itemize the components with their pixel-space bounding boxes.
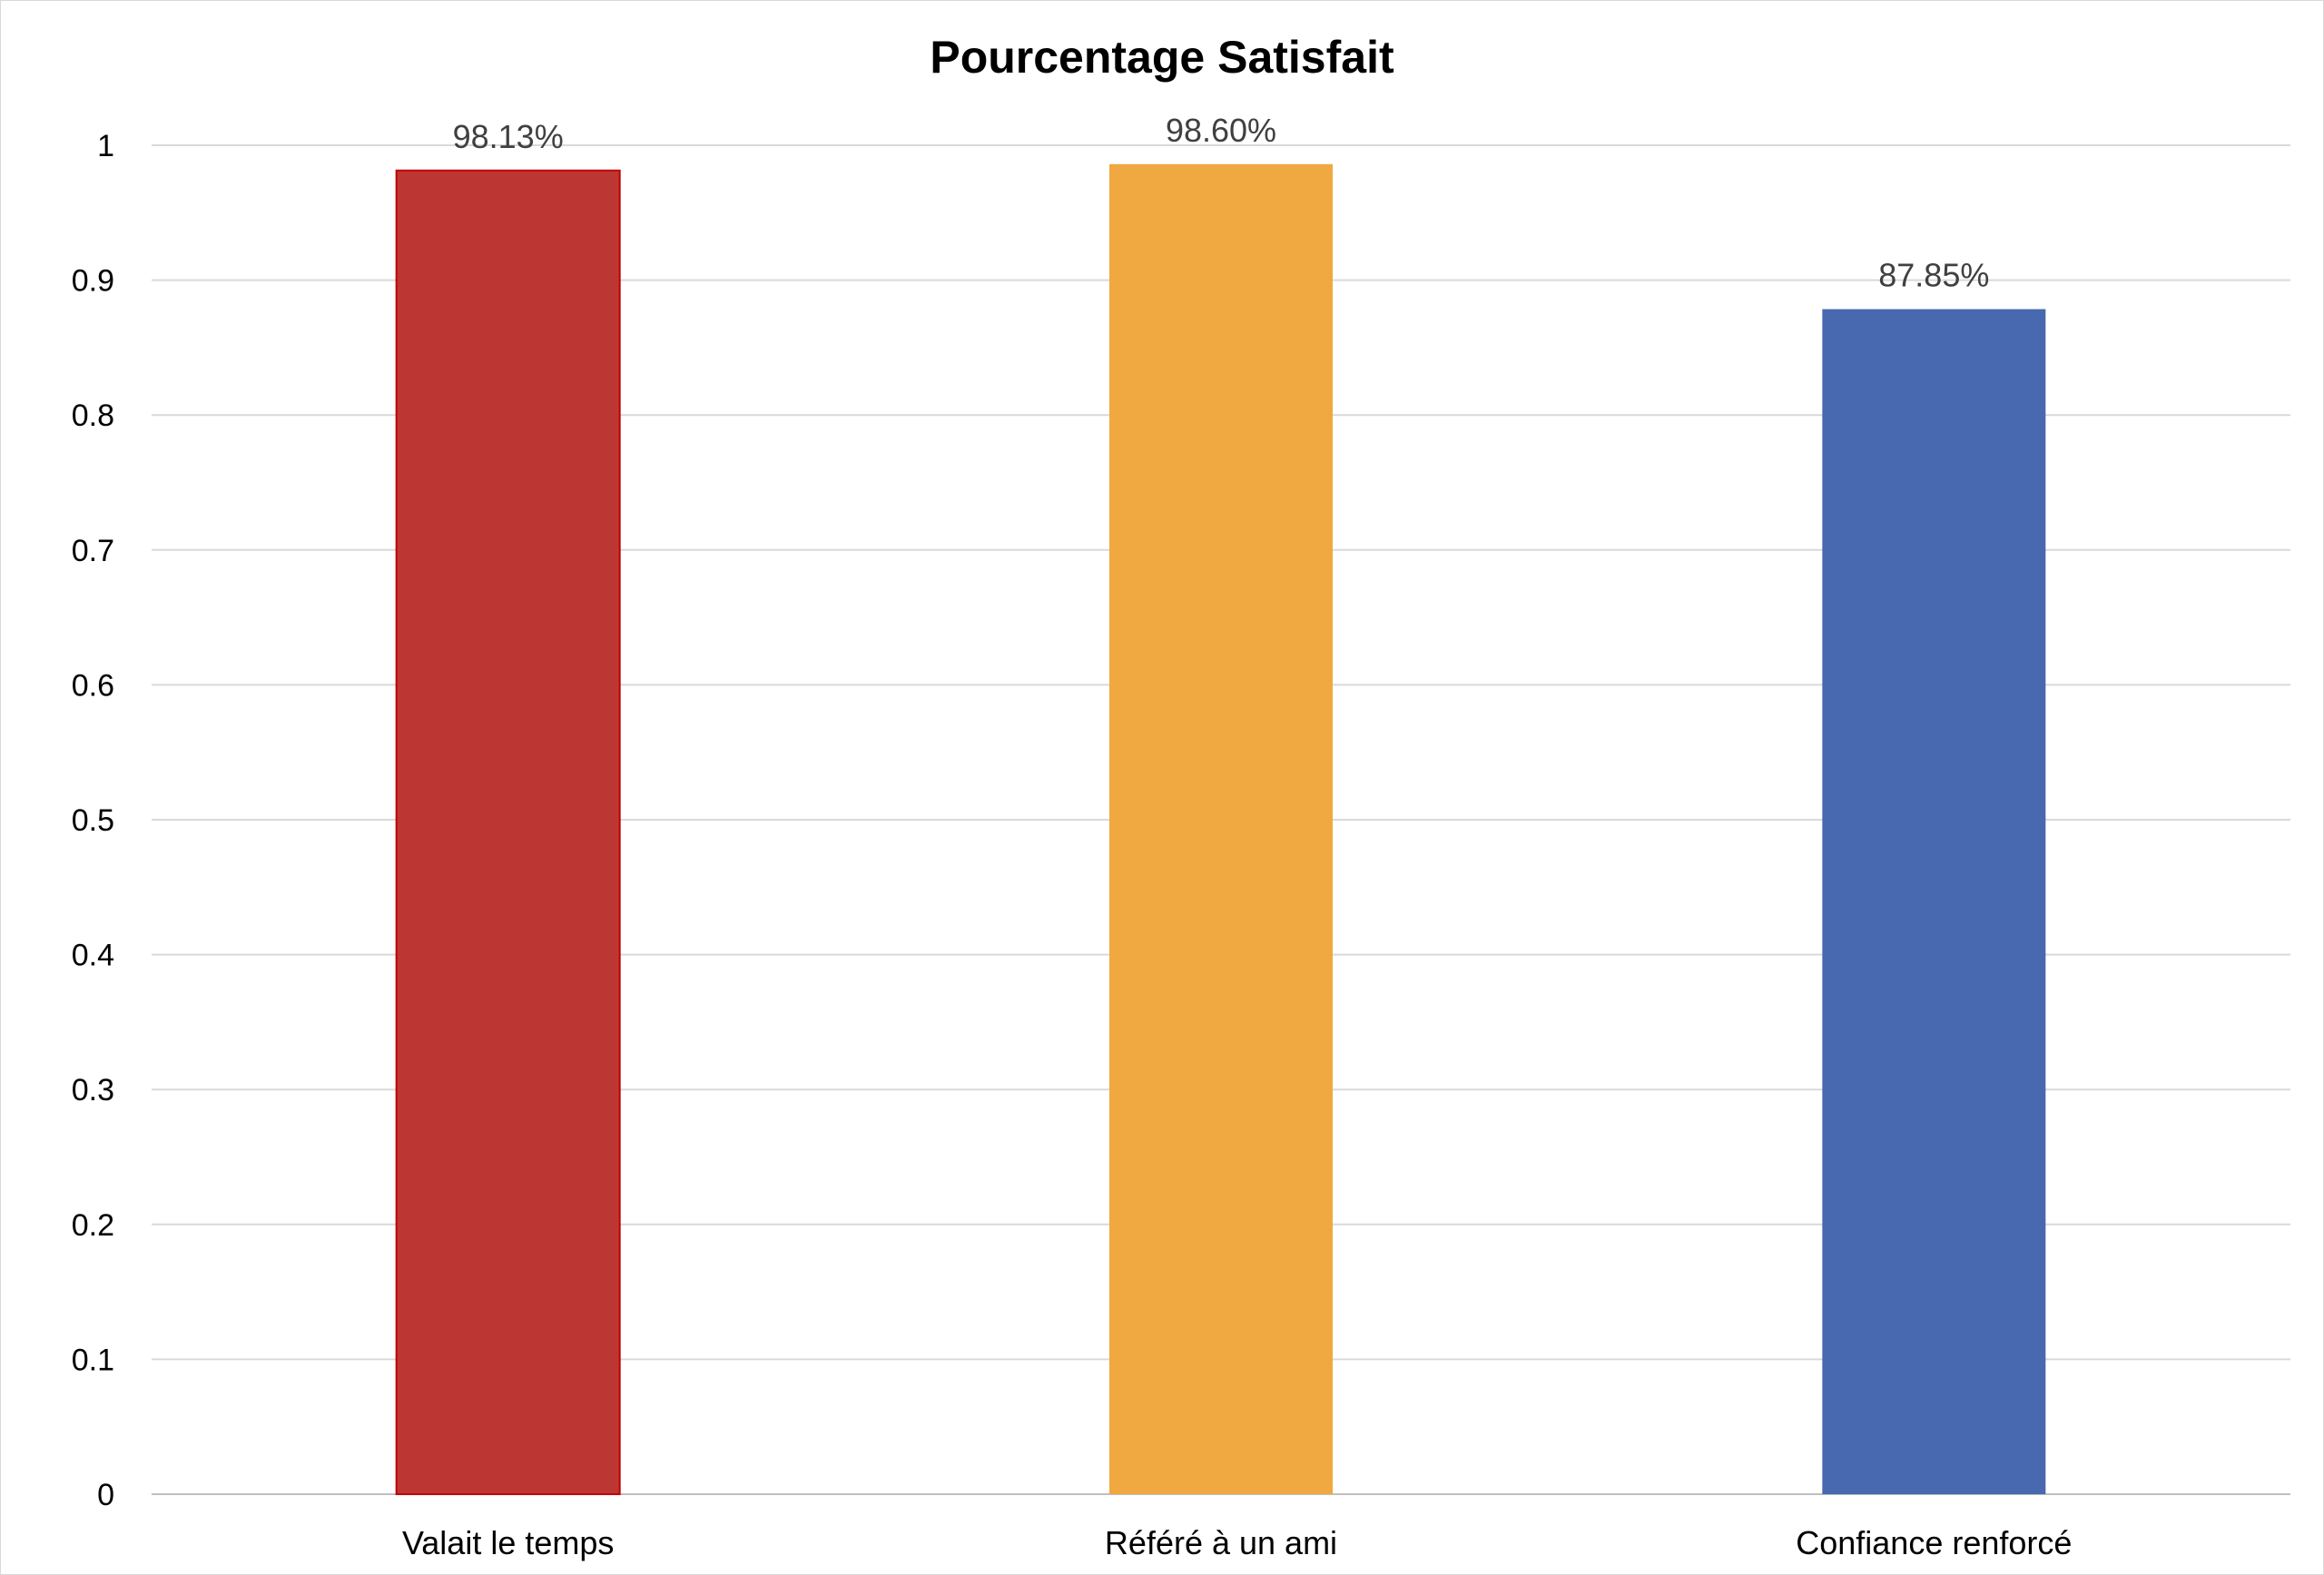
y-tick-label: 0.5 xyxy=(72,803,114,838)
y-tick-label: 0.7 xyxy=(72,534,114,568)
bar xyxy=(1109,163,1333,1495)
x-axis-categories: Valait le temps Référé à un ami Confiance … xyxy=(402,1524,2072,1561)
y-tick-label: 0.1 xyxy=(72,1343,114,1377)
category-label: Référé à un ami xyxy=(1105,1524,1337,1561)
bar xyxy=(395,169,621,1495)
y-tick-label: 0.8 xyxy=(72,399,114,433)
y-tick-label: 0 xyxy=(97,1478,114,1512)
y-tick-label: 0.4 xyxy=(72,939,114,973)
category-label: Valait le temps xyxy=(402,1524,614,1561)
data-labels: 98.13% 98.60% 87.85% xyxy=(453,112,1990,294)
chart-title: Pourcentage Satisfait xyxy=(930,32,1394,83)
data-label: 98.60% xyxy=(1166,112,1276,149)
data-label: 98.13% xyxy=(453,118,564,155)
bars xyxy=(395,163,2046,1495)
y-tick-label: 0.2 xyxy=(72,1208,114,1243)
category-label: Confiance renforcé xyxy=(1796,1524,2072,1561)
y-tick-label: 1 xyxy=(97,129,114,163)
bar xyxy=(1822,309,2046,1494)
data-label: 87.85% xyxy=(1878,257,1989,294)
y-tick-label: 0.9 xyxy=(72,264,114,299)
y-axis-ticks: 0 0.1 0.2 0.3 0.4 0.5 0.6 0.7 0.8 0.9 1 xyxy=(72,129,114,1512)
y-tick-label: 0.3 xyxy=(72,1073,114,1107)
y-tick-label: 0.6 xyxy=(72,668,114,703)
